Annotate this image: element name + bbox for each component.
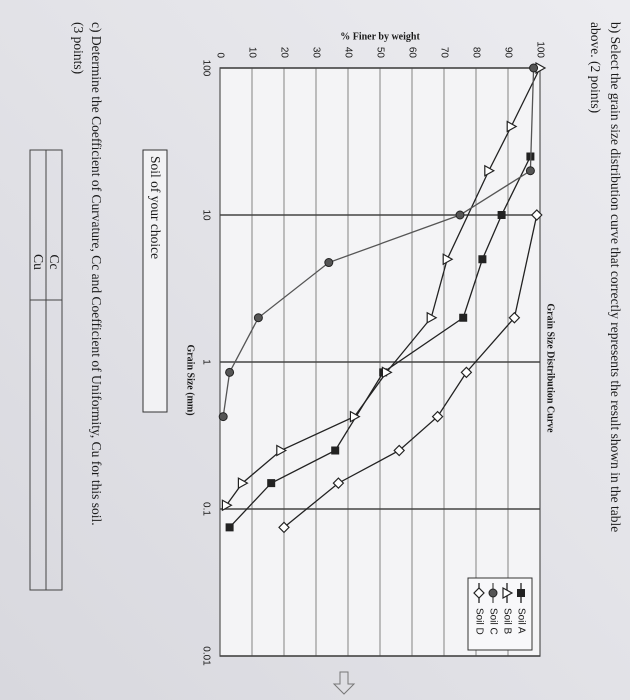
marker [478, 255, 487, 264]
marker [497, 211, 506, 219]
y-tick-label: 20 [278, 47, 289, 59]
legend-box [467, 577, 533, 651]
y-tick-label: 70 [438, 47, 449, 59]
x-tick-label: 1 [200, 359, 211, 365]
x-tick-label: 100 [200, 60, 211, 77]
y-tick-label: 80 [470, 47, 481, 59]
y-tick-label: 50 [374, 47, 385, 59]
marker [331, 446, 340, 455]
marker [225, 523, 234, 532]
marker [442, 253, 454, 266]
question-b-line: b) Select the grain size distribution cu… [608, 22, 623, 532]
cursor-icon [332, 671, 356, 695]
marker [225, 367, 235, 377]
marker [459, 313, 468, 322]
table-cell: Cu [31, 254, 46, 270]
table-cell: Cc [47, 255, 62, 270]
marker [221, 499, 233, 512]
marker [267, 479, 276, 488]
y-tick-label: 60 [406, 47, 417, 59]
legend-marker [502, 586, 514, 600]
legend-label: Soil D [473, 608, 484, 635]
legend-marker [473, 587, 485, 599]
marker [218, 412, 228, 422]
marker [530, 209, 543, 221]
x-axis-title: Grain Size (mm) [185, 344, 196, 415]
marker [426, 311, 438, 324]
marker [455, 210, 465, 220]
question-c-line: c) Determine the Coefficient of Curvatur… [89, 22, 104, 526]
legend-marker [488, 588, 498, 598]
marker [393, 444, 406, 457]
y-tick-label: 40 [342, 47, 353, 59]
y-tick-label: 100 [534, 41, 545, 58]
x-tick-label: 0.01 [200, 646, 211, 666]
answer-box-label: Soil of your choice [148, 156, 163, 259]
x-tick-label: 10 [200, 209, 211, 221]
marker [431, 410, 444, 423]
marker [381, 366, 393, 379]
marker [332, 477, 345, 489]
y-tick-label: 10 [246, 47, 257, 59]
y-tick-label: 90 [502, 47, 513, 59]
series-line [225, 67, 541, 506]
chart-title: Grain Size Distribution Curve [545, 303, 556, 433]
marker [278, 521, 290, 534]
marker [237, 477, 249, 490]
question-b-line: above. (2 points) [588, 22, 603, 113]
marker [253, 313, 263, 323]
legend-label: Soil B [501, 608, 512, 634]
legend-label: Soil C [487, 608, 498, 635]
y-axis-title: % Finer by weight [340, 31, 420, 42]
marker [529, 63, 539, 73]
series-line [229, 156, 531, 528]
marker [508, 311, 521, 324]
marker [349, 410, 361, 423]
marker [506, 120, 518, 133]
marker [276, 444, 288, 457]
marker [460, 366, 473, 379]
x-tick-label: 0.1 [200, 502, 211, 516]
marker [324, 258, 334, 268]
y-tick-label: 30 [310, 47, 321, 59]
legend-marker [517, 589, 525, 597]
answer-box[interactable] [142, 149, 168, 413]
marker [525, 166, 535, 176]
y-tick-label: 0 [214, 52, 225, 58]
legend-label: Soil A [515, 608, 526, 634]
question-c-line: (3 points) [71, 22, 86, 74]
marker [484, 164, 496, 177]
